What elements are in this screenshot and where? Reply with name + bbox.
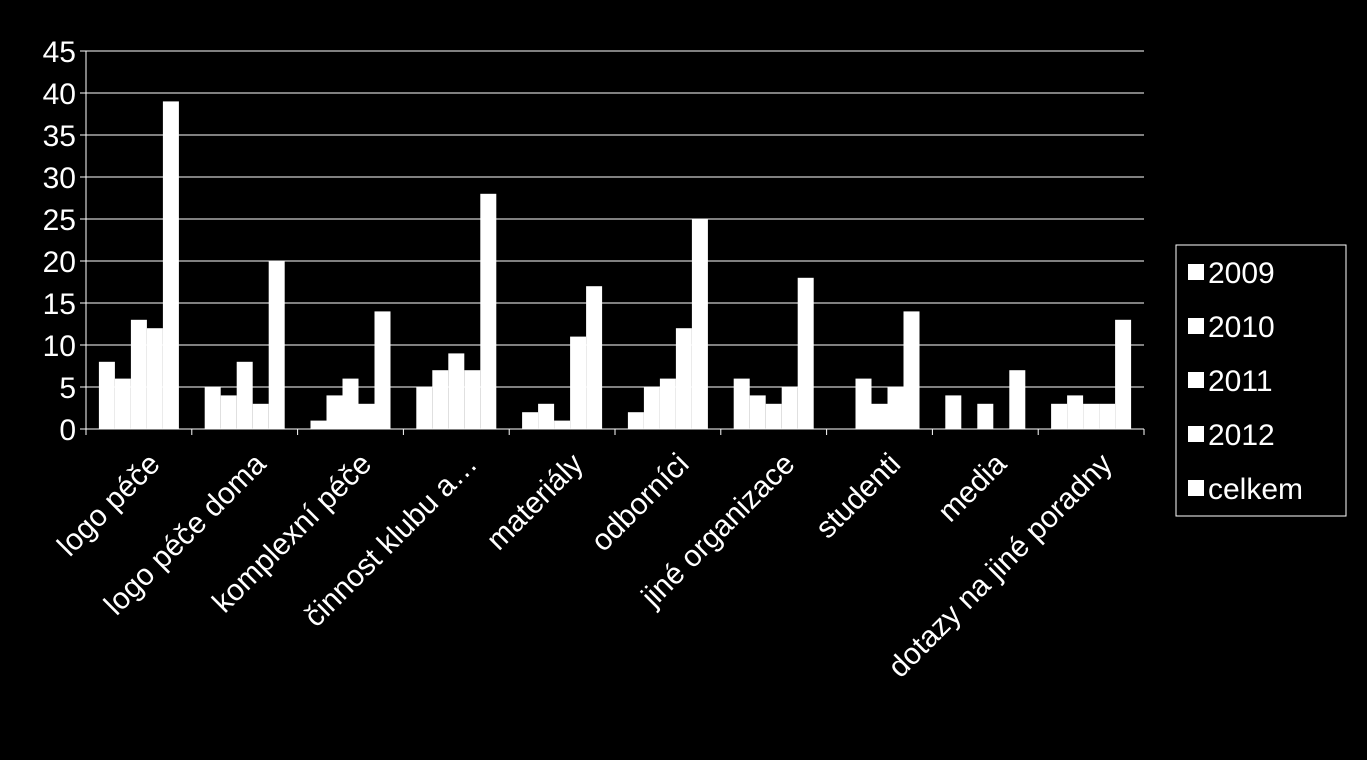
y-tick-label: 35 (43, 120, 76, 153)
bar (659, 378, 676, 429)
y-tick-label: 45 (43, 36, 76, 69)
legend-box (1175, 244, 1347, 517)
bar (358, 403, 375, 429)
bar (627, 412, 644, 429)
y-tick-label: 10 (43, 330, 76, 363)
legend-label: 2012 (1208, 419, 1275, 452)
bar (675, 328, 692, 429)
bar (220, 395, 237, 429)
legend-swatch (1188, 426, 1204, 442)
bar (146, 328, 163, 429)
y-tick-label: 5 (59, 372, 76, 405)
bar (326, 395, 343, 429)
bar (586, 286, 603, 429)
bar (749, 395, 766, 429)
bar (204, 387, 221, 429)
bar (342, 378, 359, 429)
legend-label: 2010 (1208, 311, 1275, 344)
y-tick-label: 20 (43, 246, 76, 279)
y-tick-label: 15 (43, 288, 76, 321)
bar (977, 403, 994, 429)
legend-label: 2011 (1208, 365, 1273, 398)
bar (1099, 403, 1116, 429)
bar (310, 420, 327, 429)
bar (236, 361, 253, 429)
bar (871, 403, 888, 429)
y-tick-label: 0 (59, 414, 76, 447)
bar (130, 319, 147, 429)
y-tick-label: 25 (43, 204, 76, 237)
bar (268, 261, 285, 429)
bar (432, 370, 449, 429)
legend-label: celkem (1208, 473, 1303, 506)
bar (945, 395, 962, 429)
bar (252, 403, 269, 429)
bar (114, 378, 131, 429)
bar (162, 101, 179, 430)
bar (374, 311, 391, 429)
bar (464, 370, 481, 429)
bar (1067, 395, 1084, 429)
bar (522, 412, 539, 429)
bar (733, 378, 750, 429)
bar (887, 387, 904, 429)
bar (98, 361, 115, 429)
bar (570, 336, 587, 429)
legend-swatch (1188, 372, 1204, 388)
bar (1115, 319, 1132, 429)
bar (538, 403, 555, 429)
bar (1009, 370, 1026, 429)
bar (643, 387, 660, 429)
bar (903, 311, 920, 429)
y-tick-label: 30 (43, 162, 76, 195)
legend-swatch (1188, 318, 1204, 334)
bar (554, 420, 571, 429)
bar (416, 387, 433, 429)
y-tick-label: 40 (43, 78, 76, 111)
bar (1083, 403, 1100, 429)
bar (855, 378, 872, 429)
bar (765, 403, 782, 429)
bar (797, 277, 814, 429)
bar (480, 193, 497, 429)
bar (448, 353, 465, 429)
legend-swatch (1188, 264, 1204, 280)
bar (691, 219, 708, 429)
bar (1051, 403, 1068, 429)
legend-swatch (1188, 480, 1204, 496)
legend-label: 2009 (1208, 257, 1275, 290)
bar (781, 387, 798, 429)
